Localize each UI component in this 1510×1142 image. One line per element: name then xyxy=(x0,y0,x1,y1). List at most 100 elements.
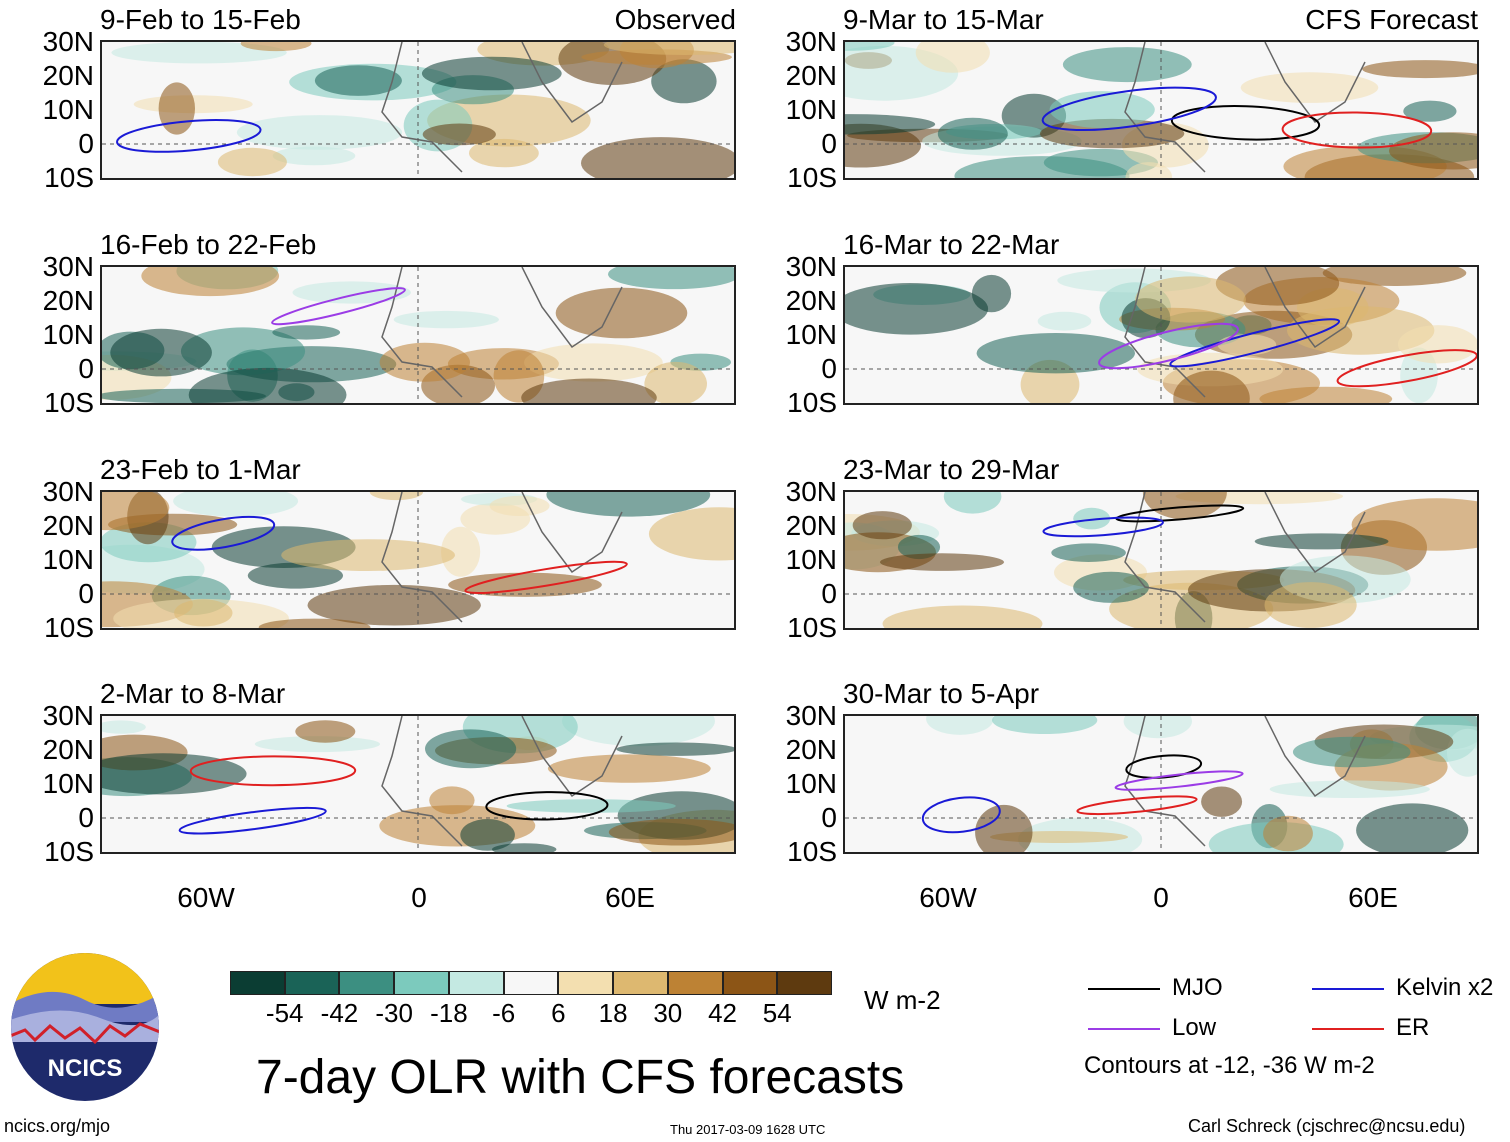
olr-anomaly-blob xyxy=(608,267,734,290)
footer-url[interactable]: ncics.org/mjo xyxy=(4,1116,111,1136)
x-tick-60e-right: 60E xyxy=(1348,882,1398,913)
olr-anomaly-blob xyxy=(102,753,247,795)
main-title: 7-day OLR with CFS forecasts xyxy=(256,1051,905,1104)
olr-anomaly-blob xyxy=(651,59,717,104)
panel-title: 23-Mar to 29-Mar xyxy=(843,454,1060,485)
y-tick-label: 30N xyxy=(785,251,837,282)
y-tick-label: 0 xyxy=(78,802,94,833)
y-tick-label: 30N xyxy=(42,700,94,731)
olr-anomaly-blob xyxy=(1397,325,1477,364)
wave-contour xyxy=(171,515,276,551)
olr-anomaly-blob xyxy=(1201,786,1243,817)
olr-anomaly-blob xyxy=(281,539,455,571)
y-tick-label: 30N xyxy=(785,26,837,57)
colorbar-label: -54 xyxy=(265,998,304,1028)
olr-anomaly-blob xyxy=(1125,162,1173,178)
y-tick-label: 20N xyxy=(42,60,94,91)
wave-contour xyxy=(1169,318,1341,368)
wave-contour xyxy=(485,791,609,821)
cfs-forecast-label: CFS Forecast xyxy=(1305,4,1478,35)
wave-contour xyxy=(921,796,1001,834)
olr-anomaly-blob xyxy=(188,367,347,403)
legend-line-kelvin-x2 xyxy=(1312,988,1384,990)
olr-anomaly-blob xyxy=(1037,311,1092,331)
olr-anomaly-blob xyxy=(1073,571,1149,603)
olr-anomaly-blob xyxy=(954,156,1130,178)
contour-note: Contours at -12, -36 W m-2 xyxy=(1084,1052,1375,1079)
olr-anomaly-blob xyxy=(247,562,343,589)
olr-anomaly-blob xyxy=(272,325,341,340)
y-tick-label: 10S xyxy=(44,612,94,643)
y-tick-label: 10S xyxy=(787,836,837,867)
wave-contour xyxy=(1170,105,1321,141)
legend-label: Low xyxy=(1172,1014,1217,1041)
y-tick-label: 30N xyxy=(42,251,94,282)
y-tick-label: 10N xyxy=(785,94,837,125)
olr-anomaly-blob xyxy=(1292,736,1411,768)
wave-contour xyxy=(464,560,628,595)
observed-label: Observed xyxy=(614,4,736,35)
olr-anomaly-blob xyxy=(1351,498,1477,551)
olr-anomaly-blob xyxy=(608,818,734,846)
panel-title: 9-Feb to 15-Feb xyxy=(100,4,301,35)
colorbar-swatch xyxy=(448,971,504,995)
olr-anomaly-blob xyxy=(307,584,481,626)
wave-contour xyxy=(1042,516,1164,538)
colorbar-swatch xyxy=(503,971,559,995)
wave-contour xyxy=(189,755,357,787)
logo-text: NCICS xyxy=(48,1055,123,1082)
olr-anomaly-blob xyxy=(441,526,481,577)
olr-anomaly-blob xyxy=(845,283,989,335)
wave-contour xyxy=(1076,795,1198,816)
wave-contour xyxy=(1098,322,1239,370)
y-tick-label: 0 xyxy=(821,128,837,159)
olr-anomaly-blob xyxy=(1403,100,1457,122)
olr-panel xyxy=(843,40,1479,180)
olr-anomaly-blob xyxy=(102,492,170,531)
coastline xyxy=(381,716,623,847)
wave-contour xyxy=(1041,86,1217,131)
olr-anomaly-blob xyxy=(425,729,517,769)
y-tick-label: 0 xyxy=(821,802,837,833)
y-tick-label: 10N xyxy=(785,544,837,575)
y-tick-label: 0 xyxy=(821,578,837,609)
olr-anomaly-blob xyxy=(1240,72,1379,103)
y-tick-label: 30N xyxy=(785,476,837,507)
olr-anomaly-blob xyxy=(943,492,1002,514)
y-tick-label: 10N xyxy=(42,768,94,799)
wave-contour xyxy=(1114,770,1244,791)
olr-anomaly-blob xyxy=(180,327,306,376)
olr-anomaly-blob xyxy=(429,786,475,815)
colorbar-swatch xyxy=(339,971,395,995)
olr-anomaly-blob xyxy=(314,65,402,96)
olr-anomaly-blob xyxy=(845,114,936,135)
colorbar-swatch xyxy=(722,971,778,995)
wave-contour xyxy=(1125,754,1203,779)
olr-anomaly-blob xyxy=(616,742,734,756)
olr-anomaly-blob xyxy=(1173,370,1250,403)
olr-anomaly-blob xyxy=(648,507,734,561)
panel-title: 2-Mar to 8-Mar xyxy=(100,678,286,709)
x-tick-0-left: 0 xyxy=(411,882,427,913)
x-tick-60w-left: 60W xyxy=(177,882,235,913)
x-tick-0-right: 0 xyxy=(1153,882,1169,913)
coastline xyxy=(381,267,623,398)
footer-credit: Carl Schreck (cjschrec@ncsu.edu) xyxy=(1188,1116,1466,1136)
legend-label: Kelvin x2 xyxy=(1396,974,1494,1001)
olr-panel xyxy=(100,40,736,180)
olr-anomaly-blob xyxy=(547,754,711,783)
y-tick-label: 30N xyxy=(785,700,837,731)
olr-anomaly-blob xyxy=(421,56,562,91)
wave-contour xyxy=(271,287,406,326)
colorbar-swatch xyxy=(230,971,285,995)
legend-line-mjo xyxy=(1088,988,1160,990)
olr-anomaly-blob xyxy=(1073,507,1111,530)
wave-contour xyxy=(178,806,327,835)
olr-anomaly-blob xyxy=(1062,47,1192,83)
olr-anomaly-blob xyxy=(369,492,423,501)
legend-line-low xyxy=(1088,1028,1160,1030)
colorbar-swatch xyxy=(284,971,340,995)
olr-panel xyxy=(843,265,1479,405)
y-tick-label: 20N xyxy=(785,510,837,541)
coastline xyxy=(1124,267,1366,398)
